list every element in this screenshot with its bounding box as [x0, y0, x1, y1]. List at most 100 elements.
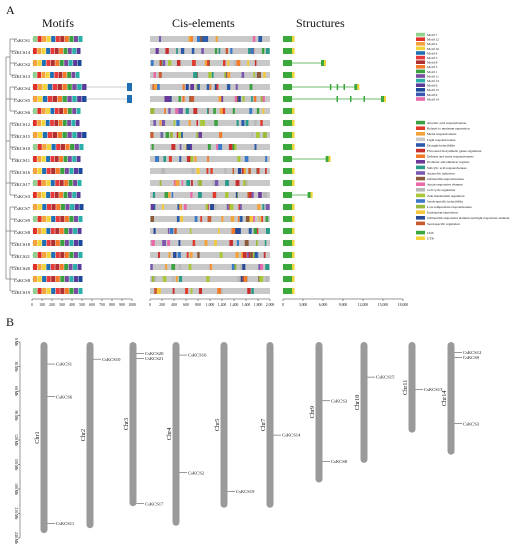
cis-element: [153, 120, 156, 126]
cis-element: [217, 288, 222, 294]
chromosome-label: Chr14: [441, 391, 448, 406]
cis-element: [185, 108, 189, 114]
motif-box: [67, 132, 72, 138]
gene-row: CsKCS17: [12, 180, 295, 187]
motif-box: [55, 264, 60, 270]
motif-box: [50, 192, 55, 198]
motif-box: [33, 36, 38, 42]
motif-box: [127, 95, 132, 103]
cis-element: [167, 228, 170, 234]
motif-box: [59, 180, 64, 186]
cis-element: [255, 132, 260, 138]
motif-box: [77, 180, 82, 186]
motif-box: [67, 108, 72, 114]
cis-element: [196, 168, 200, 174]
cis-element: [235, 192, 238, 198]
cis-element: [163, 156, 167, 162]
cis-element: [151, 276, 156, 282]
motif-box: [42, 144, 47, 150]
gene-location-label: CsKCS2: [188, 470, 205, 475]
motif-box: [46, 48, 50, 54]
chromosome-label: Chr10: [354, 395, 361, 410]
cis-element: [211, 72, 214, 78]
cis-bar: [150, 180, 270, 186]
motif-box: [65, 144, 70, 150]
legend-label: MeJA responsiveness: [427, 132, 457, 136]
motif-box: [58, 120, 63, 126]
gene-location-label: CsKCS11: [56, 521, 75, 526]
motif-box: [67, 96, 72, 102]
chromosome-label: Chr9: [309, 406, 316, 418]
cis-element: [168, 108, 171, 114]
axis-tick-label: 800: [195, 303, 201, 307]
motif-box: [52, 84, 58, 90]
motif-box: [41, 60, 46, 66]
legend-label: Anaerobic induction: [427, 171, 455, 175]
cis-element: [191, 36, 193, 42]
legend-label: Flavonoid biosynthetic genes regulation: [427, 149, 482, 153]
motif-box: [73, 228, 78, 234]
cis-bar: [150, 132, 270, 138]
cis-element: [159, 180, 162, 186]
cis-bar: [150, 252, 270, 258]
gene-row: CsKCS5: [14, 95, 386, 103]
gene-location-label: CsKCS12: [463, 350, 482, 355]
cis-element: [212, 192, 217, 198]
cis-axis: 0 200 400 600 800 1,000 1,200 1,400 1,600 1,800 2,…: [149, 298, 274, 308]
cis-element: [164, 108, 166, 114]
cis-element: [257, 204, 261, 210]
cis-element: [154, 288, 157, 294]
motif-box: [78, 240, 83, 246]
gene-label: CsKCS1: [14, 38, 31, 43]
motif-box: [59, 228, 64, 234]
cds-block: [336, 96, 338, 102]
cis-element: [265, 204, 270, 210]
chromosome: Chr11 CsKCS13: [402, 342, 443, 433]
cis-element: [247, 252, 249, 258]
cis-element: [171, 192, 174, 198]
cis-element: [221, 216, 224, 222]
motif-box: [73, 180, 78, 186]
legend-label: Low-temperature responsiveness: [427, 205, 472, 209]
chromosome-label: Chr11: [402, 380, 409, 395]
cis-element: [205, 204, 208, 210]
axis-tick-label: 18,000: [398, 303, 409, 308]
gene-location-label: CsKCS10: [102, 357, 121, 362]
cis-element: [236, 228, 241, 234]
cis-element: [191, 168, 195, 174]
cis-element: [254, 252, 258, 258]
cis-element: [261, 48, 265, 54]
gene-label: CsKCS19: [12, 290, 31, 295]
motif-box: [55, 60, 60, 66]
motif-box: [42, 288, 47, 294]
cis-element: [231, 228, 236, 234]
legend-label: Motif 6: [427, 84, 438, 88]
motif-box: [50, 120, 54, 126]
gene-row: CsKCS12: [12, 120, 295, 127]
motif-box: [46, 192, 50, 198]
gene-row: CsKCS13: [12, 72, 295, 79]
cis-element: [188, 264, 192, 270]
motif-box: [55, 288, 60, 294]
legend-label: Defense and stress responsiveness: [427, 155, 474, 159]
cis-element: [230, 216, 235, 222]
axis-tick-label: 200: [49, 303, 55, 307]
motif-box: [37, 240, 42, 246]
utr-block: [324, 60, 326, 66]
cds-block: [283, 288, 292, 294]
chromosome-bar: [408, 342, 416, 433]
cds-block: [283, 168, 292, 174]
motif-box: [73, 216, 78, 222]
gene-row: CsKCS8: [14, 276, 295, 283]
cis-element: [156, 288, 161, 294]
cis-element: [250, 48, 254, 54]
legend-swatch: [416, 210, 425, 214]
cis-element: [199, 36, 203, 42]
cds-block: [283, 144, 292, 150]
cis-element: [250, 252, 253, 258]
axis-tick-label: 15,000: [378, 303, 389, 308]
cds-block: [363, 96, 365, 102]
cis-element: [245, 180, 248, 186]
